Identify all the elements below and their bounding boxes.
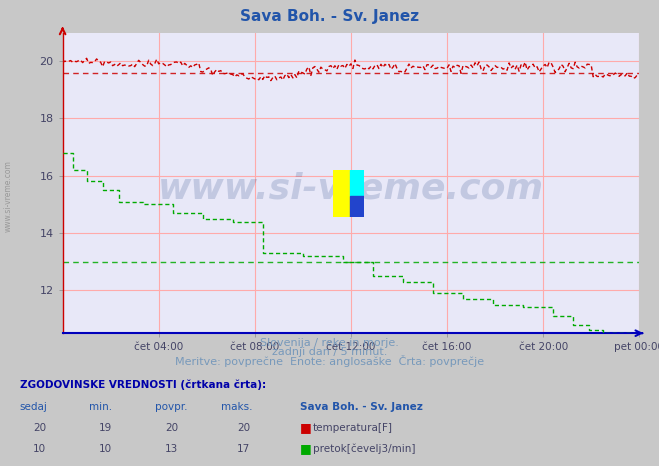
Text: temperatura[F]: temperatura[F]	[313, 423, 393, 433]
Text: zadnji dan / 5 minut.: zadnji dan / 5 minut.	[272, 347, 387, 357]
Text: maks.: maks.	[221, 402, 252, 412]
Text: 20: 20	[237, 423, 250, 433]
Text: 10: 10	[33, 444, 46, 454]
Text: ■: ■	[300, 442, 312, 455]
Text: ZGODOVINSKE VREDNOSTI (črtkana črta):: ZGODOVINSKE VREDNOSTI (črtkana črta):	[20, 379, 266, 390]
Text: Slovenija / reke in morje.: Slovenija / reke in morje.	[260, 337, 399, 348]
Text: www.si-vreme.com: www.si-vreme.com	[158, 172, 544, 206]
Text: 20: 20	[165, 423, 178, 433]
Text: Sava Boh. - Sv. Janez: Sava Boh. - Sv. Janez	[300, 402, 422, 412]
Polygon shape	[350, 196, 364, 217]
Text: pretok[čevelj3/min]: pretok[čevelj3/min]	[313, 444, 416, 454]
Text: 10: 10	[99, 444, 112, 454]
Text: 20: 20	[33, 423, 46, 433]
Text: www.si-vreme.com: www.si-vreme.com	[3, 160, 13, 232]
Polygon shape	[333, 170, 350, 217]
Text: 17: 17	[237, 444, 250, 454]
Text: min.: min.	[89, 402, 112, 412]
Text: 13: 13	[165, 444, 178, 454]
Text: Sava Boh. - Sv. Janez: Sava Boh. - Sv. Janez	[240, 9, 419, 24]
Text: ■: ■	[300, 421, 312, 434]
Text: povpr.: povpr.	[155, 402, 187, 412]
Text: Meritve: povprečne  Enote: anglosaške  Črta: povprečje: Meritve: povprečne Enote: anglosaške Črt…	[175, 355, 484, 367]
Text: sedaj: sedaj	[20, 402, 47, 412]
Polygon shape	[350, 170, 364, 196]
Text: 19: 19	[99, 423, 112, 433]
